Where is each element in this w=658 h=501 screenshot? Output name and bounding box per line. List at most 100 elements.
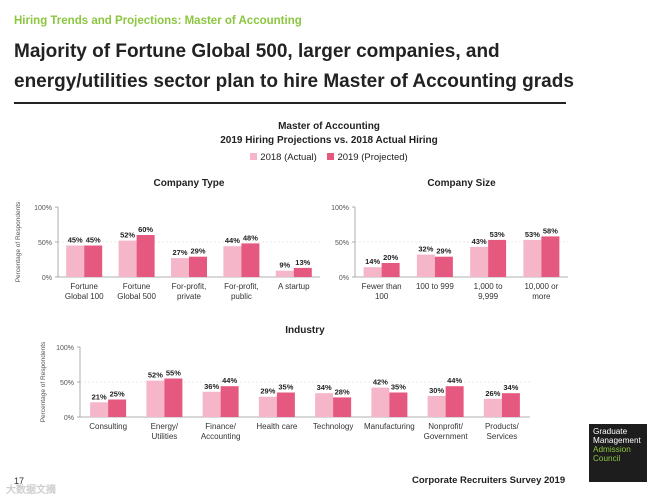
industry-bar-projected xyxy=(501,393,520,417)
company-size-bar-actual xyxy=(523,239,542,277)
company-size-data-label: 58% xyxy=(543,226,558,235)
company-type-data-label: 13% xyxy=(295,258,310,267)
legend-item-actual: 2018 (Actual) xyxy=(250,152,317,163)
industry-y-tick-label: 100% xyxy=(56,345,74,352)
industry-bar-actual xyxy=(371,387,390,417)
industry-bar-projected xyxy=(276,392,295,417)
company-type-data-label: 52% xyxy=(120,231,135,240)
industry-data-label: 36% xyxy=(204,382,219,391)
company-size-y-tick-label: 100% xyxy=(331,205,349,212)
company-type-bar-projected xyxy=(189,256,207,277)
company-type-data-label: 60% xyxy=(138,225,153,234)
logo-line-4: Council xyxy=(593,454,621,463)
company-size-data-label: 32% xyxy=(418,245,433,254)
company-size-category-label: 9,999 xyxy=(478,292,499,301)
industry-bar-actual xyxy=(315,393,334,417)
company-type-bar-actual xyxy=(118,240,137,277)
legend-item-projected: 2019 (Projected) xyxy=(327,152,408,163)
industry-category-label: Technology xyxy=(313,422,353,431)
company-size-bar-projected xyxy=(488,239,507,277)
industry-data-label: 35% xyxy=(278,383,293,392)
company-type-data-label: 45% xyxy=(86,236,101,245)
company-size-category-label: 100 to 999 xyxy=(416,282,454,291)
logo-line-1: Graduate xyxy=(593,427,628,436)
company-size-bar-actual xyxy=(363,267,382,277)
industry-category-label: Health care xyxy=(256,422,297,431)
industry-bar-actual xyxy=(90,402,109,417)
company-type-data-label: 45% xyxy=(68,236,83,245)
industry-category-label: Finance/ xyxy=(205,422,236,431)
industry-category-label: Government xyxy=(424,432,469,441)
company-size-category-label: Fewer than xyxy=(362,282,402,291)
company-size-data-label: 53% xyxy=(525,230,540,239)
industry-data-label: 34% xyxy=(503,383,518,392)
company-size-bar-projected xyxy=(541,236,560,277)
company-size-chart-title: Company Size xyxy=(427,178,496,189)
industry-category-label: Manufacturing xyxy=(364,422,415,431)
company-size-y-tick-label: 0% xyxy=(339,275,349,282)
company-size-data-label: 43% xyxy=(472,237,487,246)
industry-bar-actual xyxy=(146,380,165,417)
industry-category-label: Consulting xyxy=(89,422,127,431)
company-type-bar-actual xyxy=(275,270,294,277)
industry-data-label: 42% xyxy=(373,378,388,387)
industry-y-axis-label: Percentage of Respondents xyxy=(40,341,47,422)
figure-title: Master of Accounting xyxy=(278,121,380,132)
legend-swatch-projected xyxy=(327,153,335,160)
industry-data-label: 44% xyxy=(447,376,462,385)
company-size-category-label: more xyxy=(532,292,551,301)
company-type-category-label: Fortune xyxy=(123,282,151,291)
industry-y-tick-label: 50% xyxy=(60,380,74,387)
company-size-data-label: 29% xyxy=(436,247,451,256)
legend-label-actual: 2018 (Actual) xyxy=(260,152,317,163)
footer-source: Corporate Recruiters Survey 2019 xyxy=(412,475,566,486)
company-type-data-label: 44% xyxy=(225,236,240,245)
industry-data-label: 34% xyxy=(317,383,332,392)
industry-bar-projected xyxy=(164,378,183,417)
watermark: 大数据文摘 xyxy=(6,485,56,496)
industry-category-label: Products/ xyxy=(485,422,520,431)
company-type-bar-actual xyxy=(171,258,189,277)
logo-line-3: Admission xyxy=(593,445,631,454)
company-size-category-label: 100 xyxy=(375,292,389,301)
industry-data-label: 30% xyxy=(429,386,444,395)
company-size-y-tick-label: 50% xyxy=(335,240,349,247)
company-type-bar-projected xyxy=(241,243,260,277)
company-type-y-tick-label: 0% xyxy=(42,275,52,282)
industry-data-label: 28% xyxy=(335,387,350,396)
company-type-category-label: For-profit, xyxy=(224,282,259,291)
industry-data-label: 44% xyxy=(222,376,237,385)
company-size-data-label: 20% xyxy=(383,253,398,262)
industry-category-label: Accounting xyxy=(201,432,241,441)
company-type-y-axis-label: Percentage of Respondents xyxy=(15,201,22,282)
company-size-bar-projected xyxy=(381,263,400,277)
industry-category-label: Nonprofit/ xyxy=(428,422,463,431)
industry-category-label: Services xyxy=(487,432,518,441)
industry-data-label: 29% xyxy=(260,387,275,396)
company-type-category-label: A startup xyxy=(278,282,310,291)
industry-data-label: 26% xyxy=(485,389,500,398)
industry-bar-projected xyxy=(220,386,239,417)
industry-bar-projected xyxy=(389,392,408,417)
company-size-bar-actual xyxy=(416,254,435,277)
industry-y-tick-label: 0% xyxy=(64,415,74,422)
company-type-bar-projected xyxy=(84,245,103,277)
section-kicker: Hiring Trends and Projections: Master of… xyxy=(14,15,302,27)
legend-swatch-actual xyxy=(250,153,258,160)
company-size-category-label: 10,000 or xyxy=(524,282,558,291)
industry-chart-title: Industry xyxy=(285,325,325,336)
company-type-category-label: Fortune xyxy=(70,282,98,291)
company-size-data-label: 53% xyxy=(490,230,505,239)
company-type-category-label: Global 100 xyxy=(65,292,104,301)
industry-bar-projected xyxy=(108,399,127,417)
industry-category-label: Energy/ xyxy=(151,422,179,431)
industry-bar-actual xyxy=(483,398,502,417)
industry-data-label: 52% xyxy=(148,371,163,380)
company-type-bar-actual xyxy=(223,246,242,277)
company-type-data-label: 48% xyxy=(243,233,258,242)
company-type-category-label: public xyxy=(231,292,252,301)
company-type-y-tick-label: 100% xyxy=(34,205,52,212)
industry-data-label: 25% xyxy=(110,390,125,399)
logo-line-2: Management xyxy=(593,436,641,445)
